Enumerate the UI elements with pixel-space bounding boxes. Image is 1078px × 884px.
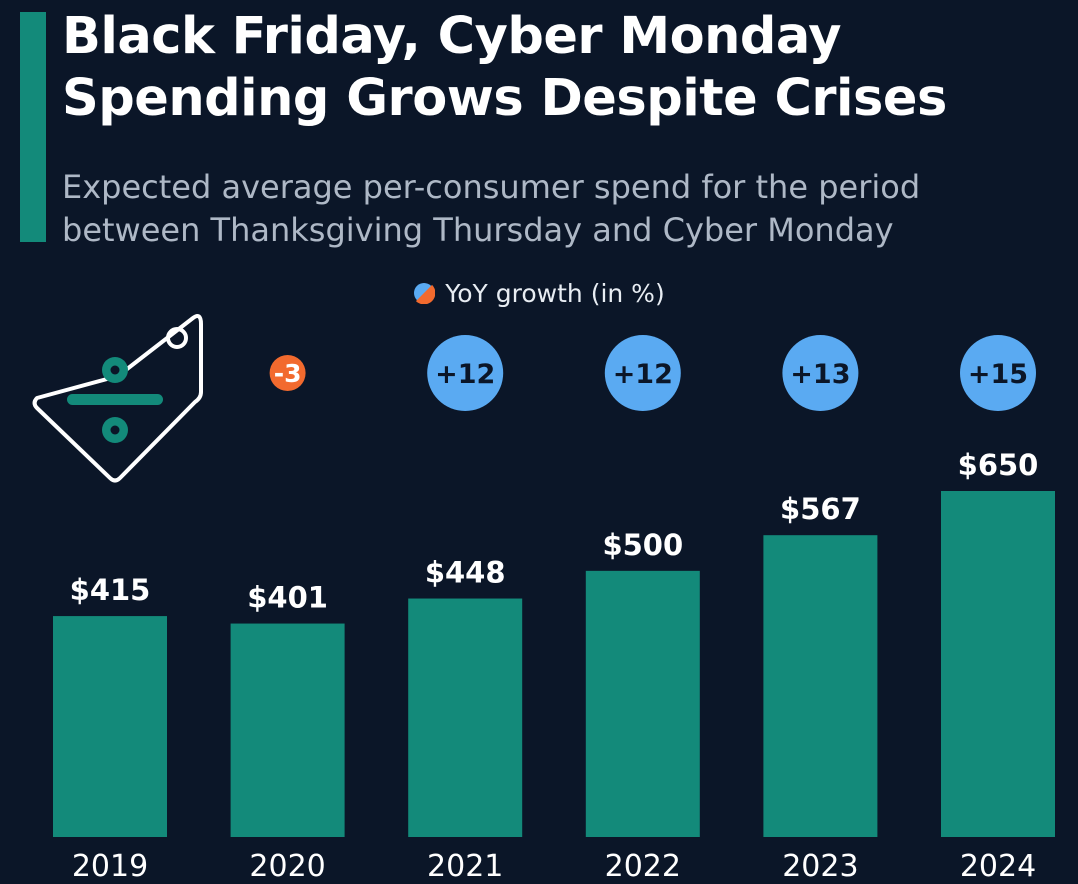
bar-2020 <box>230 623 345 837</box>
growth-badge-2020 <box>269 355 306 391</box>
x-tick-label-2022: 2022 <box>605 849 681 884</box>
growth-label-2023: +13 <box>790 359 850 390</box>
growth-badge-2022 <box>604 335 681 411</box>
value-label-2019: $415 <box>70 573 151 607</box>
x-tick-label-2021: 2021 <box>427 849 503 884</box>
half-blue-half-orange-circle-icon <box>414 283 436 304</box>
growth-badge-2021 <box>427 335 504 411</box>
growth-label-2022: +12 <box>613 359 673 390</box>
bar-2019 <box>53 616 167 837</box>
chart-subtitle-line-2: between Thanksgiving Thursday and Cyber … <box>62 211 894 249</box>
chart-subtitle: Expected average per-consumer spend for … <box>62 166 920 252</box>
value-label-2023: $567 <box>780 492 861 526</box>
bar-2024 <box>941 491 1055 837</box>
x-tick-label-2019: 2019 <box>72 849 148 884</box>
x-tick-label-2023: 2023 <box>782 849 858 884</box>
chart-title-line-1: Black Friday, Cyber Monday <box>62 7 842 66</box>
x-tick-label-2024: 2024 <box>960 849 1036 884</box>
growth-badge-2024 <box>960 335 1036 411</box>
value-label-2024: $650 <box>958 448 1039 482</box>
bar-2022 <box>585 570 700 837</box>
growth-label-2020: -3 <box>274 359 302 388</box>
chart-title: Black Friday, Cyber Monday Spending Grow… <box>62 6 947 130</box>
price-tag-divide-icon <box>32 314 203 483</box>
legend-label: YoY growth (in %) <box>445 278 665 308</box>
chart-title-line-2: Spending Grows Despite Crises <box>62 69 947 128</box>
value-label-2020: $401 <box>247 581 328 615</box>
growth-badge-2023 <box>782 335 859 411</box>
value-label-2022: $500 <box>602 528 683 562</box>
bar-2021 <box>408 598 523 837</box>
x-tick-label-2020: 2020 <box>249 849 325 884</box>
bar-2023 <box>763 535 878 837</box>
growth-label-2024: +15 <box>968 359 1028 390</box>
growth-label-2021: +12 <box>435 359 495 390</box>
chart-subtitle-line-1: Expected average per-consumer spend for … <box>62 168 921 206</box>
title-accent-bar <box>20 12 46 242</box>
value-label-2021: $448 <box>425 556 506 590</box>
legend: YoY growth (in %) <box>0 275 1078 311</box>
